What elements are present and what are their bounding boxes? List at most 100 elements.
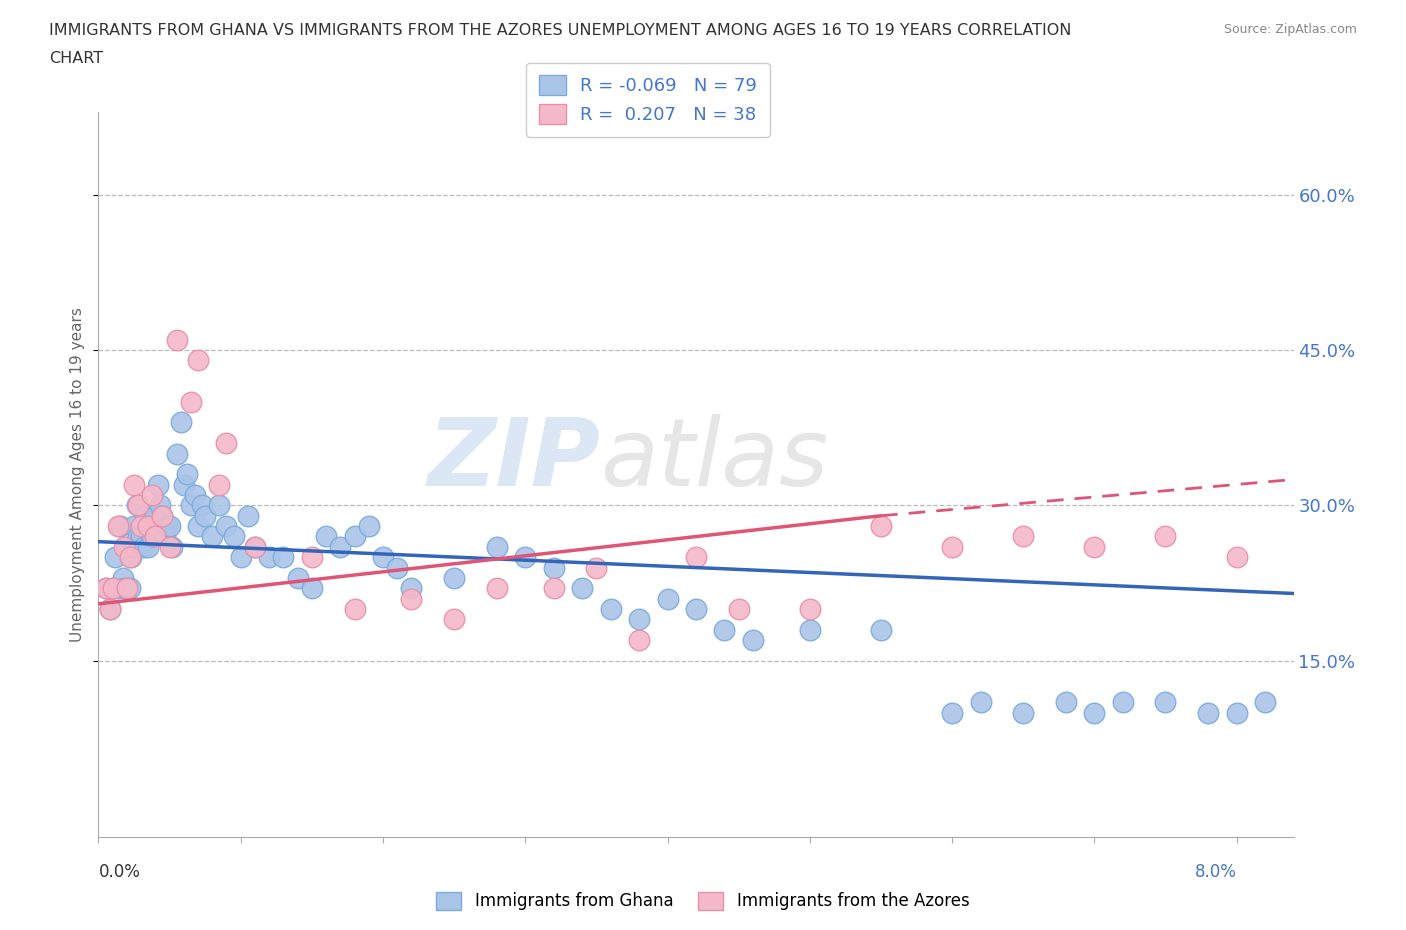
Point	[628, 612, 651, 627]
Point	[208, 477, 231, 492]
Point	[343, 529, 366, 544]
Point	[125, 498, 148, 512]
Point	[120, 550, 142, 565]
Point	[287, 570, 309, 585]
Point	[98, 602, 121, 617]
Point	[329, 539, 352, 554]
Point	[443, 612, 465, 627]
Point	[243, 539, 266, 554]
Point	[173, 477, 195, 492]
Point	[543, 560, 565, 575]
Point	[152, 509, 174, 524]
Point	[315, 529, 337, 544]
Point	[156, 519, 179, 534]
Point	[229, 550, 252, 565]
Point	[170, 415, 193, 430]
Point	[1154, 529, 1177, 544]
Point	[1226, 705, 1249, 720]
Point	[134, 509, 156, 524]
Point	[870, 622, 893, 637]
Point	[112, 581, 135, 596]
Point	[969, 695, 991, 710]
Point	[257, 550, 280, 565]
Point	[273, 550, 295, 565]
Point	[443, 570, 465, 585]
Point	[685, 550, 707, 565]
Point	[155, 529, 177, 544]
Point	[143, 529, 166, 544]
Point	[941, 705, 963, 720]
Point	[215, 436, 238, 451]
Text: atlas: atlas	[600, 414, 828, 505]
Point	[132, 539, 155, 554]
Point	[108, 519, 131, 534]
Point	[191, 498, 214, 512]
Point	[243, 539, 266, 554]
Point	[941, 539, 963, 554]
Point	[180, 498, 202, 512]
Point	[122, 539, 145, 554]
Point	[799, 622, 821, 637]
Point	[115, 539, 138, 554]
Point	[143, 509, 166, 524]
Point	[180, 394, 202, 409]
Point	[371, 550, 394, 565]
Point	[152, 509, 174, 524]
Point	[1054, 695, 1077, 710]
Point	[1254, 695, 1277, 710]
Point	[222, 529, 245, 544]
Point	[139, 519, 162, 534]
Point	[543, 581, 565, 596]
Point	[187, 519, 209, 534]
Point	[201, 529, 224, 544]
Point	[799, 602, 821, 617]
Point	[176, 467, 198, 482]
Point	[585, 560, 607, 575]
Point	[141, 529, 163, 544]
Point	[184, 487, 207, 502]
Point	[515, 550, 537, 565]
Point	[98, 602, 121, 617]
Point	[166, 446, 188, 461]
Point	[122, 477, 145, 492]
Point	[122, 519, 145, 534]
Point	[357, 519, 380, 534]
Point	[236, 509, 259, 524]
Point	[111, 570, 134, 585]
Point	[129, 529, 152, 544]
Point	[194, 509, 217, 524]
Point	[401, 581, 423, 596]
Point	[628, 632, 651, 647]
Point	[107, 581, 129, 596]
Point	[129, 519, 152, 534]
Text: 0.0%: 0.0%	[98, 863, 141, 881]
Point	[148, 477, 170, 492]
Point	[94, 581, 117, 596]
Text: ZIP: ZIP	[427, 414, 600, 506]
Point	[571, 581, 593, 596]
Point	[1083, 705, 1105, 720]
Point	[1083, 539, 1105, 554]
Point	[166, 332, 188, 347]
Point	[1012, 705, 1035, 720]
Point	[101, 581, 124, 596]
Point	[713, 622, 735, 637]
Point	[385, 560, 409, 575]
Text: CHART: CHART	[49, 51, 103, 66]
Text: IMMIGRANTS FROM GHANA VS IMMIGRANTS FROM THE AZORES UNEMPLOYMENT AMONG AGES 16 T: IMMIGRANTS FROM GHANA VS IMMIGRANTS FROM…	[49, 23, 1071, 38]
Y-axis label: Unemployment Among Ages 16 to 19 years: Unemployment Among Ages 16 to 19 years	[70, 307, 86, 642]
Text: 8.0%: 8.0%	[1195, 863, 1237, 881]
Point	[685, 602, 707, 617]
Point	[208, 498, 231, 512]
Point	[149, 498, 172, 512]
Point	[162, 539, 184, 554]
Point	[343, 602, 366, 617]
Point	[215, 519, 238, 534]
Point	[1012, 529, 1035, 544]
Point	[112, 539, 135, 554]
Legend: Immigrants from Ghana, Immigrants from the Azores: Immigrants from Ghana, Immigrants from t…	[430, 885, 976, 917]
Point	[159, 539, 181, 554]
Point	[94, 581, 117, 596]
Point	[727, 602, 749, 617]
Point	[1112, 695, 1135, 710]
